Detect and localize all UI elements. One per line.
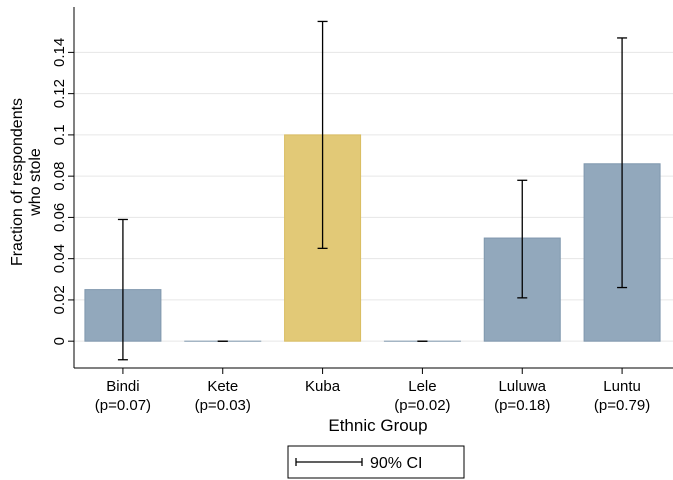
x-tick-note-kete: (p=0.03): [195, 397, 251, 414]
y-tick-label-5: 0.1: [51, 124, 68, 145]
x-tick-note-bindi: (p=0.07): [95, 397, 151, 414]
x-tick-label-luluwa: Luluwa: [498, 378, 546, 395]
y-tick-label-4: 0.08: [51, 162, 68, 191]
legend-label: 90% CI: [370, 455, 422, 472]
x-tick-label-kuba: Kuba: [305, 378, 341, 395]
y-tick-label-6: 0.12: [51, 79, 68, 108]
y-axis-title-line2: who stole: [27, 148, 44, 217]
y-tick-label-0: 0: [51, 337, 68, 345]
x-tick-label-kete: Kete: [207, 378, 238, 395]
x-tick-note-lele: (p=0.02): [394, 397, 450, 414]
legend: 90% CI: [287, 445, 465, 479]
gridlines: [74, 51, 673, 342]
x-tick-label-lele: Lele: [408, 378, 436, 395]
y-tick-label-7: 0.14: [51, 38, 68, 67]
y-tick-label-1: 0.02: [51, 285, 68, 314]
y-tick-label-3: 0.06: [51, 203, 68, 232]
x-tick-note-luntu: (p=0.79): [594, 397, 650, 414]
error-bars: [117, 20, 628, 361]
y-axis-title-line1: Fraction of respondents: [9, 98, 26, 266]
y-tick-label-2: 0.04: [51, 244, 68, 273]
bars: [84, 134, 661, 342]
x-tick-label-bindi: Bindi: [106, 378, 139, 395]
x-tick-label-luntu: Luntu: [603, 378, 641, 395]
axes: 0 0.02 0.04 0.06 0.08 0.1 0.12 0.14 Bindi (p=0.07…: [51, 7, 673, 414]
x-axis-title: Ethnic Group: [328, 416, 427, 435]
x-tick-note-luluwa: (p=0.18): [494, 397, 550, 414]
